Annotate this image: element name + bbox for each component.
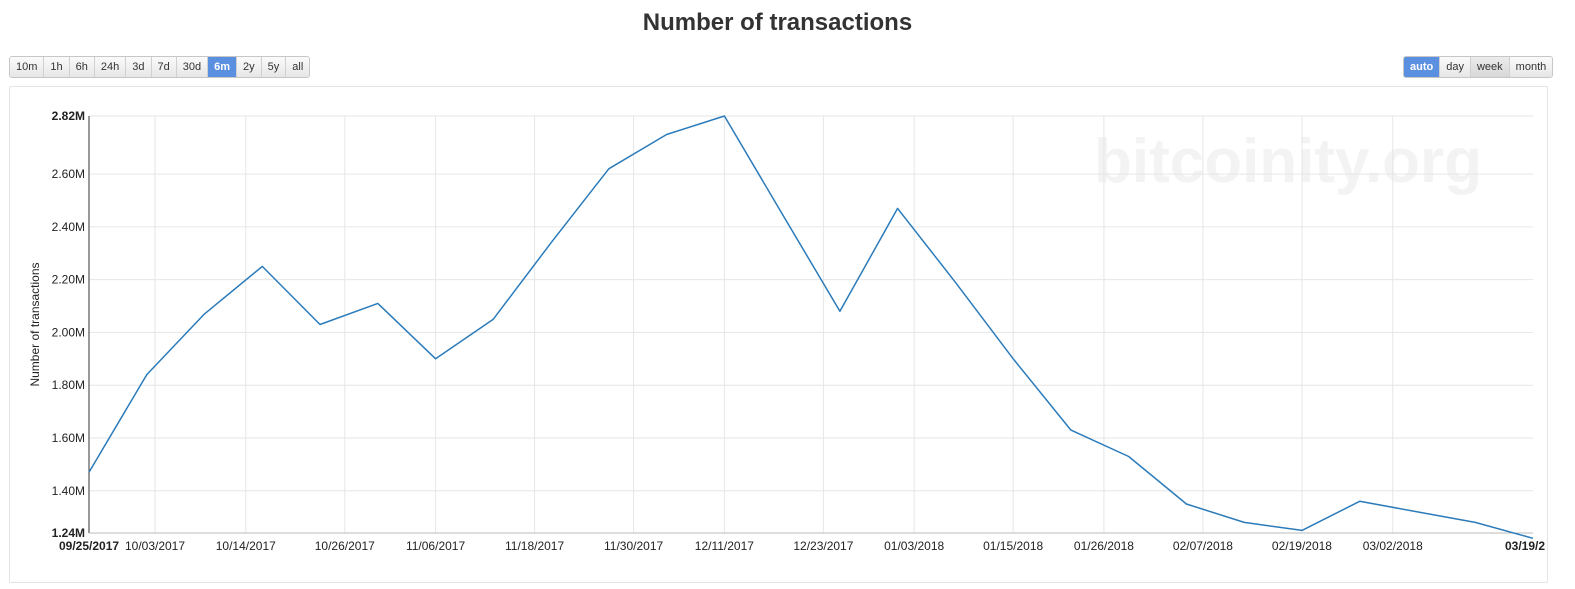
range-2y-button[interactable]: 2y xyxy=(237,57,262,77)
range-24h-button[interactable]: 24h xyxy=(94,57,127,77)
x-tick-label: 10/26/2017 xyxy=(315,539,375,553)
data-point xyxy=(781,212,784,215)
range-6h-button[interactable]: 6h xyxy=(69,57,95,77)
x-tick-label: 12/23/2017 xyxy=(793,539,853,553)
x-tick-label: 11/06/2017 xyxy=(406,539,465,553)
resolution-auto-button[interactable]: auto xyxy=(1404,57,1441,77)
x-tick-label: 02/07/2018 xyxy=(1173,539,1233,553)
data-point xyxy=(1532,537,1535,540)
data-point xyxy=(1185,502,1188,505)
data-point xyxy=(1416,510,1419,513)
data-point xyxy=(550,241,553,244)
x-tick-label: 02/19/2018 xyxy=(1272,539,1332,553)
data-point xyxy=(838,310,841,313)
x-tick-label: 01/03/2018 xyxy=(884,539,944,553)
y-tick-label: 1.60M xyxy=(52,431,85,445)
data-point xyxy=(1358,500,1361,503)
x-tick-label: 03/02/2018 xyxy=(1363,539,1423,553)
data-point xyxy=(665,133,668,136)
resolution-selector: auto day week month xyxy=(1403,56,1554,78)
x-tick-label: 01/15/2018 xyxy=(983,539,1043,553)
y-tick-label: 1.40M xyxy=(52,484,85,498)
data-point xyxy=(203,312,206,315)
range-30d-button[interactable]: 30d xyxy=(176,57,209,77)
chart-title: Number of transactions xyxy=(642,9,913,36)
range-7d-button[interactable]: 7d xyxy=(151,57,177,77)
series-line xyxy=(88,115,1534,540)
data-point xyxy=(145,373,148,376)
data-point xyxy=(261,265,264,268)
range-3d-button[interactable]: 3d xyxy=(126,57,152,77)
data-point xyxy=(1012,357,1015,360)
data-point xyxy=(607,167,610,170)
x-tick-label: 10/03/2017 xyxy=(125,539,185,553)
range-5y-button[interactable]: 5y xyxy=(261,57,287,77)
data-point xyxy=(1474,521,1477,524)
data-point xyxy=(1300,529,1303,532)
x-tick-label: 03/19/2 xyxy=(1505,539,1545,553)
x-tick-label: 11/18/2017 xyxy=(505,539,564,553)
x-tick-label: 09/25/2017 xyxy=(59,539,119,553)
data-point xyxy=(954,281,957,284)
x-tick-label: 01/26/2018 xyxy=(1074,539,1134,553)
data-point xyxy=(896,207,899,210)
y-tick-label: 2.20M xyxy=(52,273,85,287)
range-10m-button[interactable]: 10m xyxy=(10,57,45,77)
data-point xyxy=(88,471,91,474)
range-1h-button[interactable]: 1h xyxy=(44,57,70,77)
x-tick-label: 10/14/2017 xyxy=(216,539,276,553)
chart-frame xyxy=(9,86,1548,583)
y-tick-label: 2.82M xyxy=(52,109,85,123)
y-tick-label: 1.24M xyxy=(52,526,85,540)
range-all-button[interactable]: all xyxy=(286,57,310,77)
time-range-selector: 10m 1h 6h 24h 3d 7d 30d 6m 2y 5y all xyxy=(9,56,311,78)
range-6m-button[interactable]: 6m xyxy=(208,57,238,77)
x-tick-label: 11/30/2017 xyxy=(604,539,663,553)
data-point xyxy=(319,323,322,326)
resolution-day-button[interactable]: day xyxy=(1440,57,1471,77)
data-point xyxy=(1069,429,1072,432)
y-tick-label: 1.80M xyxy=(52,378,85,392)
y-tick-label: 2.60M xyxy=(52,167,85,181)
y-axis-title: Number of transactions xyxy=(28,262,42,386)
data-point xyxy=(1243,521,1246,524)
y-tick-label: 2.40M xyxy=(52,220,85,234)
y-tick-label: 2.00M xyxy=(52,325,85,339)
data-point xyxy=(434,357,437,360)
resolution-week-button[interactable]: week xyxy=(1470,57,1510,77)
watermark-text: bitcoinity.org xyxy=(1094,127,1482,196)
data-point xyxy=(723,115,726,118)
x-tick-label: 12/11/2017 xyxy=(695,539,754,553)
data-point xyxy=(376,302,379,305)
resolution-month-button[interactable]: month xyxy=(1509,57,1553,77)
data-point xyxy=(1127,455,1130,458)
data-point xyxy=(492,318,495,321)
